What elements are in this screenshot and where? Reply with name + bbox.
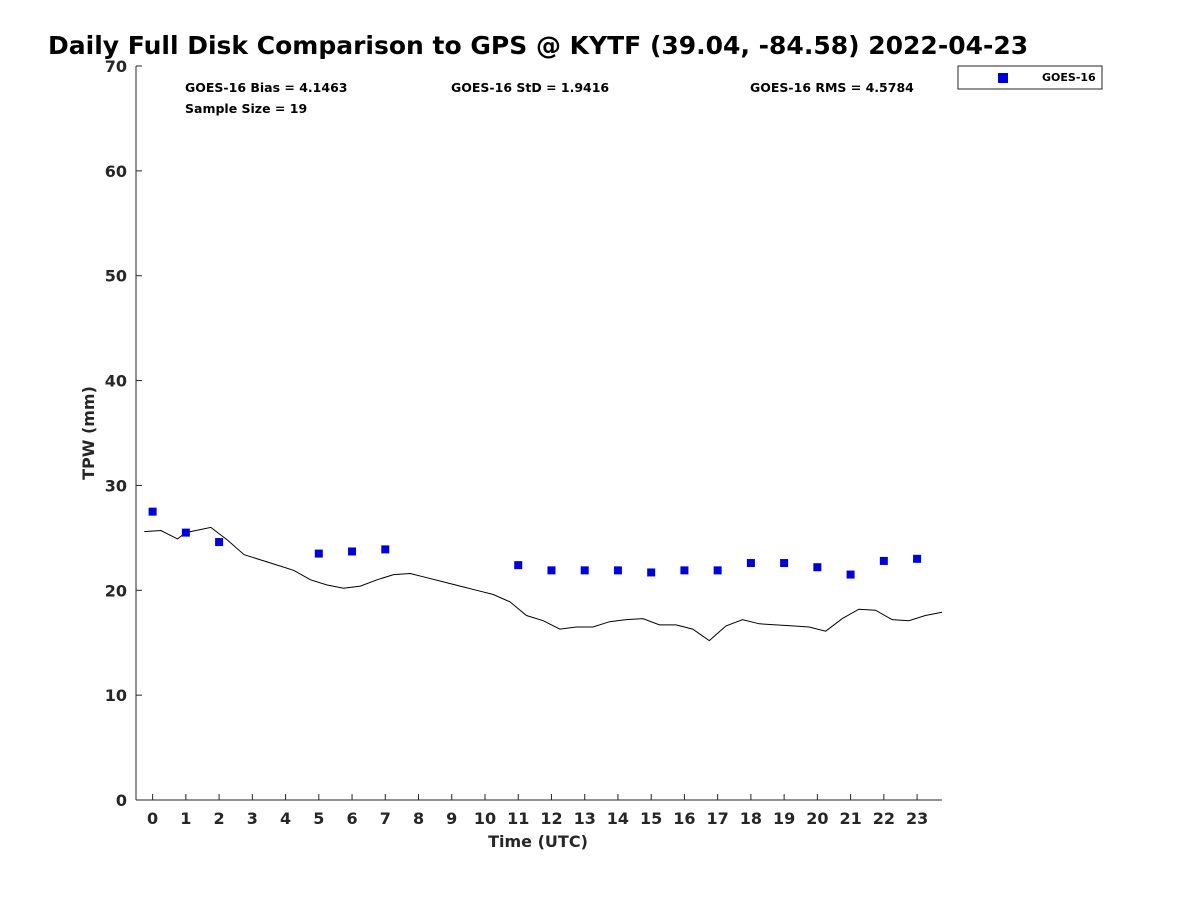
plot-area — [135, 66, 942, 801]
x-tick-label: 14 — [607, 809, 629, 828]
goes16-point — [613, 566, 622, 575]
gps-line-series — [144, 526, 943, 642]
x-tick-label: 10 — [474, 809, 496, 828]
x-tick-label: 13 — [574, 809, 596, 828]
x-tick-label: 20 — [806, 809, 828, 828]
legend-box — [957, 65, 1103, 90]
x-tick-label: 17 — [707, 809, 729, 828]
legend: GOES-16 — [957, 65, 1103, 90]
y-tick-label: 40 — [105, 372, 127, 391]
x-tick-label: 21 — [839, 809, 861, 828]
goes16-point — [647, 568, 656, 577]
stat-bias: GOES-16 Bias = 4.1463 — [185, 80, 347, 95]
stat-std: GOES-16 StD = 1.9416 — [451, 80, 609, 95]
goes16-point — [879, 556, 888, 565]
x-tick-label: 1 — [180, 809, 191, 828]
goes16-point — [514, 561, 523, 570]
goes16-point — [746, 559, 755, 568]
x-tick-label: 19 — [773, 809, 795, 828]
goes16-point — [813, 563, 822, 572]
gps-line — [144, 526, 943, 642]
y-tick-label: 60 — [105, 162, 127, 181]
y-axis-ticks: 0 10 20 30 40 50 60 70 — [105, 57, 142, 810]
goes16-point — [846, 570, 855, 579]
x-tick-label: 16 — [673, 809, 695, 828]
y-tick-label: 20 — [105, 581, 127, 600]
x-tick-label: 22 — [873, 809, 895, 828]
x-axis-label: Time (UTC) — [488, 832, 588, 851]
goes16-point — [780, 559, 789, 568]
x-axis-ticks: 0 1 2 3 4 5 6 7 8 9 10 11 12 13 14 15 16 17 18 19 20 21 22 23 — [147, 794, 928, 828]
x-tick-label: 4 — [280, 809, 291, 828]
goes16-point — [181, 528, 190, 537]
x-tick-label: 5 — [313, 809, 324, 828]
x-tick-label: 6 — [346, 809, 357, 828]
goes16-point — [713, 566, 722, 575]
x-tick-label: 23 — [906, 809, 928, 828]
goes16-point — [348, 547, 357, 556]
x-tick-label: 9 — [446, 809, 457, 828]
legend-swatch-goes16 — [998, 73, 1008, 83]
goes16-point — [148, 507, 157, 516]
x-tick-label: 18 — [740, 809, 762, 828]
y-tick-label: 10 — [105, 686, 127, 705]
x-tick-label: 15 — [640, 809, 662, 828]
x-tick-label: 7 — [380, 809, 391, 828]
goes16-marker-series — [148, 507, 922, 579]
x-tick-label: 12 — [540, 809, 562, 828]
y-tick-label: 70 — [105, 57, 127, 76]
y-axis-label: TPW (mm) — [79, 386, 98, 480]
stat-rms: GOES-16 RMS = 4.5784 — [750, 80, 914, 95]
x-tick-label: 0 — [147, 809, 158, 828]
y-tick-label: 0 — [116, 791, 127, 810]
x-tick-label: 3 — [247, 809, 258, 828]
goes16-point — [680, 566, 689, 575]
goes16-point — [913, 554, 922, 563]
legend-label-goes16: GOES-16 — [1042, 71, 1096, 84]
goes16-point — [547, 566, 556, 575]
goes16-point — [580, 566, 589, 575]
chart-title: Daily Full Disk Comparison to GPS @ KYTF… — [48, 31, 1028, 60]
stat-sample-size: Sample Size = 19 — [185, 101, 307, 116]
goes16-point — [381, 545, 390, 554]
x-tick-label: 11 — [507, 809, 529, 828]
x-tick-label: 8 — [413, 809, 424, 828]
goes16-point — [215, 538, 224, 547]
y-tick-label: 30 — [105, 476, 127, 495]
y-tick-label: 50 — [105, 267, 127, 286]
x-tick-label: 2 — [214, 809, 225, 828]
goes16-point — [314, 549, 323, 558]
